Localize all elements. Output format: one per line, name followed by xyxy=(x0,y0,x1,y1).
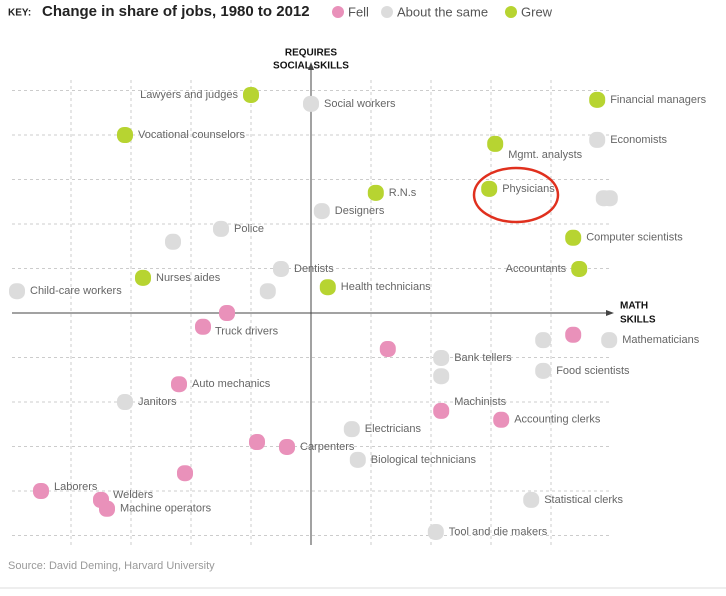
point-label: Accountants xyxy=(506,263,567,275)
scatter-point xyxy=(117,127,133,143)
scatter-point xyxy=(195,318,211,335)
point-label: Auto mechanics xyxy=(192,378,271,390)
scatter-point xyxy=(379,341,396,358)
scatter-point xyxy=(535,362,552,379)
y-axis-arrow xyxy=(308,62,314,70)
scatter-point xyxy=(213,220,229,237)
point-label: R.N.s xyxy=(389,187,417,199)
scatter-point xyxy=(117,394,133,410)
point-label: Designers xyxy=(335,205,385,217)
scatter-point xyxy=(571,260,588,277)
scatter-point xyxy=(523,491,540,508)
point-label: Computer scientists xyxy=(586,232,683,244)
point-label: Financial managers xyxy=(610,94,706,106)
point-label: Welders xyxy=(113,489,154,501)
scatter-point xyxy=(565,229,582,246)
scatter-point xyxy=(589,91,606,108)
point-label: Vocational counselors xyxy=(138,129,246,141)
scatter-point xyxy=(219,305,235,321)
scatter-point xyxy=(493,411,510,428)
point-label: Child-care workers xyxy=(30,285,122,297)
legend-label: Fell xyxy=(348,4,369,19)
scatter-point xyxy=(99,500,115,517)
scatter-point xyxy=(259,283,276,300)
scatter-point xyxy=(433,402,450,419)
highlight-circle xyxy=(472,166,560,224)
point-label: Truck drivers xyxy=(215,326,279,338)
point-label: Police xyxy=(234,223,264,235)
x-axis-label: SKILLS xyxy=(620,315,656,326)
scatter-point xyxy=(433,368,450,385)
scatter-point xyxy=(601,190,618,207)
point-label: Statistical clerks xyxy=(544,494,623,506)
point-label: Machinists xyxy=(454,396,506,408)
key-label: KEY: xyxy=(8,8,31,19)
point-label: Accounting clerks xyxy=(514,414,601,426)
y-axis-label: REQUIRES xyxy=(285,48,338,59)
legend-label: Grew xyxy=(521,4,553,19)
scatter-point xyxy=(165,233,181,250)
point-label: Social workers xyxy=(324,98,396,110)
point-label: Electricians xyxy=(365,423,422,435)
point-label: Health technicians xyxy=(341,281,431,293)
legend-label: About the same xyxy=(397,4,488,19)
point-label: Carpenters xyxy=(300,441,355,453)
scatter-point xyxy=(433,349,450,366)
scatter-point xyxy=(177,465,193,482)
scatter-point xyxy=(343,421,360,438)
point-label: Janitors xyxy=(138,396,177,408)
scatter-point xyxy=(303,95,319,112)
scatter-point xyxy=(279,438,295,455)
point-label: Mgmt. analysts xyxy=(508,149,582,161)
legend-swatch xyxy=(381,6,393,18)
scatter-point xyxy=(9,283,25,300)
point-label: Bank tellers xyxy=(454,352,512,364)
scatter-point xyxy=(427,523,444,540)
point-label: Tool and die makers xyxy=(449,526,548,538)
scatter-point xyxy=(313,203,330,220)
source: Source: David Deming, Harvard University xyxy=(8,560,215,572)
scatter-point xyxy=(249,434,265,451)
legend-swatch xyxy=(505,6,517,18)
point-label: Nurses aides xyxy=(156,272,221,284)
scatter-point xyxy=(33,483,49,499)
chart-title: Change in share of jobs, 1980 to 2012 xyxy=(42,3,310,20)
scatter-point xyxy=(565,326,582,343)
scatter-point xyxy=(135,269,151,286)
scatter-point xyxy=(171,376,187,393)
point-label: Mathematicians xyxy=(622,334,700,346)
point-label: Dentists xyxy=(294,263,334,275)
scatter-point xyxy=(589,131,606,148)
scatter-point xyxy=(319,279,336,296)
legend-swatch xyxy=(332,6,344,18)
scatter-point xyxy=(273,260,289,277)
x-axis-arrow xyxy=(606,310,614,316)
scatter-point xyxy=(535,332,552,349)
point-label: Biological technicians xyxy=(371,454,477,466)
scatter-point xyxy=(367,184,384,201)
point-label: Physicians xyxy=(502,183,555,195)
scatter-point xyxy=(601,332,618,349)
x-axis-label: MATH xyxy=(620,301,648,312)
scatter-point xyxy=(243,86,259,103)
scatter-point xyxy=(349,451,366,468)
scatter-point xyxy=(481,180,498,197)
point-label: Laborers xyxy=(54,481,98,493)
point-label: Lawyers and judges xyxy=(140,89,238,101)
scatter-point xyxy=(487,135,504,152)
point-label: Economists xyxy=(610,134,667,146)
point-label: Food scientists xyxy=(556,365,630,377)
point-label: Machine operators xyxy=(120,503,212,515)
